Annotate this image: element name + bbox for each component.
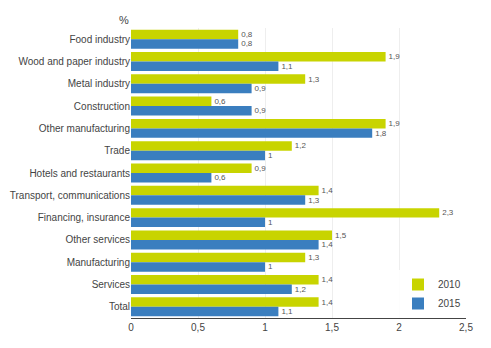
svg-text:1,5: 1,5 <box>325 322 339 333</box>
svg-text:0,9: 0,9 <box>255 84 267 93</box>
svg-text:2,5: 2,5 <box>459 322 473 333</box>
svg-text:1,1: 1,1 <box>281 62 293 71</box>
svg-text:Financing, insurance: Financing, insurance <box>38 212 131 223</box>
svg-text:1: 1 <box>262 322 268 333</box>
svg-text:1,4: 1,4 <box>322 240 334 249</box>
svg-text:0,9: 0,9 <box>255 164 267 173</box>
svg-text:1,9: 1,9 <box>389 119 401 128</box>
svg-text:1,1: 1,1 <box>281 307 293 316</box>
svg-text:0,8: 0,8 <box>241 39 253 48</box>
svg-text:%: % <box>119 14 129 26</box>
svg-text:1,5: 1,5 <box>335 231 347 240</box>
svg-text:0,6: 0,6 <box>214 97 226 106</box>
svg-text:Trade: Trade <box>104 145 130 156</box>
svg-text:1,2: 1,2 <box>295 285 307 294</box>
svg-text:1,2: 1,2 <box>295 141 307 150</box>
svg-text:0,9: 0,9 <box>255 106 267 115</box>
svg-text:1,4: 1,4 <box>322 275 334 284</box>
svg-text:2010: 2010 <box>438 279 461 290</box>
svg-text:0,5: 0,5 <box>191 322 205 333</box>
svg-text:0,6: 0,6 <box>214 173 226 182</box>
svg-text:1,4: 1,4 <box>322 298 334 307</box>
svg-text:Construction: Construction <box>74 101 130 112</box>
svg-text:Total: Total <box>109 301 130 312</box>
svg-text:1: 1 <box>268 218 273 227</box>
svg-text:2: 2 <box>396 322 402 333</box>
svg-text:1,4: 1,4 <box>322 186 334 195</box>
svg-text:Wood and paper industry: Wood and paper industry <box>18 56 130 67</box>
svg-text:1: 1 <box>268 151 273 160</box>
svg-text:1,3: 1,3 <box>308 75 320 84</box>
svg-text:Hotels and restaurants: Hotels and restaurants <box>29 168 130 179</box>
svg-text:1,9: 1,9 <box>389 52 401 61</box>
svg-text:1,3: 1,3 <box>308 196 320 205</box>
svg-text:Manufacturing: Manufacturing <box>67 257 130 268</box>
svg-text:Transport, communications: Transport, communications <box>10 190 130 201</box>
svg-text:2,3: 2,3 <box>442 208 454 217</box>
svg-text:2015: 2015 <box>438 298 461 309</box>
svg-text:Other services: Other services <box>66 234 130 245</box>
svg-text:0: 0 <box>128 322 134 333</box>
svg-text:1: 1 <box>268 262 273 271</box>
svg-text:1,8: 1,8 <box>375 129 387 138</box>
svg-text:1,3: 1,3 <box>308 253 320 262</box>
svg-text:Food industry: Food industry <box>69 34 130 45</box>
svg-text:Services: Services <box>92 279 130 290</box>
svg-text:0,8: 0,8 <box>241 30 253 39</box>
svg-text:Metal industry: Metal industry <box>68 78 130 89</box>
svg-text:Other manufacturing: Other manufacturing <box>39 123 130 134</box>
